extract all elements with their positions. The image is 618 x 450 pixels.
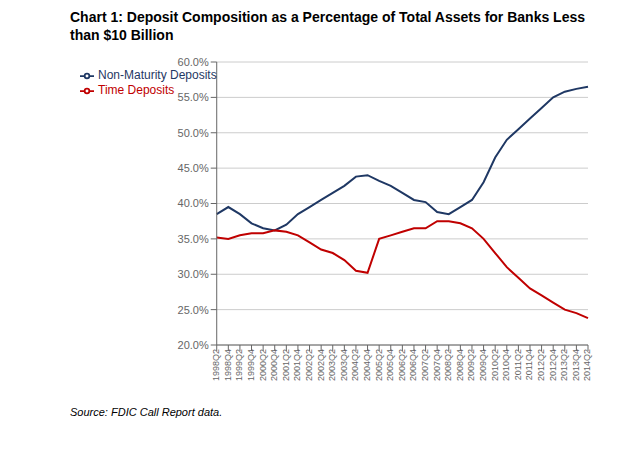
svg-text:2010Q4: 2010Q4 (501, 349, 511, 381)
svg-text:50.0%: 50.0% (178, 127, 209, 139)
svg-text:2005Q2: 2005Q2 (374, 349, 384, 381)
svg-text:2004Q4: 2004Q4 (362, 349, 372, 381)
svg-text:2013Q4: 2013Q4 (571, 349, 581, 381)
svg-text:2006Q4: 2006Q4 (408, 349, 418, 381)
svg-text:35.0%: 35.0% (178, 233, 209, 245)
html-text:Time Deposits: Time Deposits (98, 82, 175, 97)
svg-text:2005Q4: 2005Q4 (385, 349, 395, 381)
html-text:Source: FDIC Call Report data.: Source: FDIC Call Report data. (70, 406, 223, 418)
svg-text:2009Q4: 2009Q4 (478, 349, 488, 381)
svg-text:2003Q4: 2003Q4 (339, 349, 349, 381)
svg-text:2004Q2: 2004Q2 (350, 349, 360, 381)
svg-text:2008Q4: 2008Q4 (455, 349, 465, 381)
svg-text:2001Q4: 2001Q4 (292, 349, 302, 381)
svg-text:2003Q2: 2003Q2 (327, 349, 337, 381)
svg-text:2008Q2: 2008Q2 (443, 349, 453, 381)
svg-text:20.0%: 20.0% (178, 339, 209, 351)
svg-text:2013Q2: 2013Q2 (559, 349, 569, 381)
svg-text:2006Q2: 2006Q2 (397, 349, 407, 381)
svg-text:2014Q2: 2014Q2 (582, 349, 592, 381)
html-text:Non-Maturity Deposits: Non-Maturity Deposits (98, 68, 217, 82)
svg-text:2009Q2: 2009Q2 (466, 349, 476, 381)
svg-text:2002Q4: 2002Q4 (316, 349, 326, 381)
svg-text:1998Q2: 1998Q2 (211, 349, 221, 381)
svg-text:60.0%: 60.0% (178, 56, 209, 68)
svg-text:2011Q2: 2011Q2 (513, 349, 523, 380)
svg-text:2010Q2: 2010Q2 (490, 349, 500, 381)
svg-text:2012Q2: 2012Q2 (536, 349, 546, 381)
svg-text:2011Q4: 2011Q4 (524, 349, 534, 380)
svg-text:2000Q4: 2000Q4 (269, 349, 279, 381)
svg-text:2012Q4: 2012Q4 (548, 349, 558, 381)
html-text:Chart 1: Deposit Composition a: Chart 1: Deposit Composition as a Percen… (70, 9, 585, 43)
svg-text:1999Q2: 1999Q2 (234, 349, 244, 381)
svg-text:1998Q4: 1998Q4 (223, 349, 233, 381)
svg-text:2000Q2: 2000Q2 (258, 349, 268, 381)
svg-text:1999Q4: 1999Q4 (246, 349, 256, 381)
svg-text:2001Q2: 2001Q2 (281, 349, 291, 381)
svg-text:40.0%: 40.0% (178, 197, 209, 209)
svg-text:2002Q2: 2002Q2 (304, 349, 314, 381)
svg-text:45.0%: 45.0% (178, 162, 209, 174)
svg-text:30.0%: 30.0% (178, 268, 209, 280)
svg-text:25.0%: 25.0% (178, 304, 209, 316)
svg-text:2007Q4: 2007Q4 (432, 349, 442, 381)
svg-text:2007Q2: 2007Q2 (420, 349, 430, 381)
svg-text:55.0%: 55.0% (178, 91, 209, 103)
